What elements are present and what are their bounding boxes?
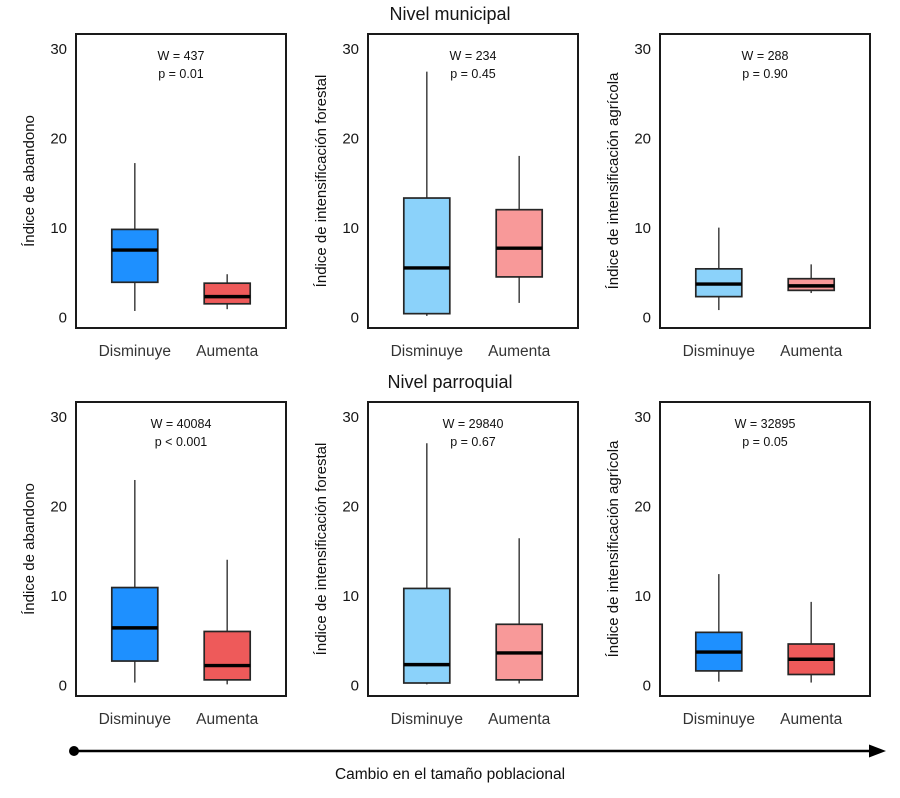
- y-tick-label: 20: [342, 130, 359, 147]
- y-axis-label: Índice de intensificación forestal: [313, 443, 330, 656]
- stats-p-value: p = 0.01: [158, 67, 204, 81]
- panel-municipal-forestal: Índice de intensificación forestal 0 10 20 3…: [313, 33, 579, 360]
- y-axis-label: Índice de intensificación agrícola: [605, 440, 622, 657]
- box-disminuye: [402, 587, 451, 684]
- box-disminuye: [402, 197, 451, 315]
- y-tick-label: 0: [351, 678, 359, 695]
- box-aumenta: [203, 630, 252, 681]
- box-aumenta: [203, 282, 252, 305]
- x-category-label-disminuye: Disminuye: [99, 343, 171, 360]
- y-tick-label: 10: [634, 220, 651, 237]
- y-tick-label: 30: [634, 41, 651, 58]
- x-category-label-aumenta: Aumenta: [780, 711, 842, 728]
- y-tick-label: 0: [59, 310, 67, 327]
- x-axis-arrow-svg: Cambio en el tamaño poblacional: [69, 744, 886, 783]
- panel-parroquial-abandono: Índice de abandono 0 10 20 30 W = 40084 p < 0.…: [21, 401, 287, 728]
- x-axis-title: Cambio en el tamaño poblacional: [335, 766, 565, 783]
- panel-row-municipal: Índice de abandono 0 10 20 30 W = 437 p = 0.01…: [0, 26, 900, 370]
- y-tick-label: 30: [342, 41, 359, 58]
- x-category-label-disminuye: Disminuye: [99, 711, 171, 728]
- x-axis-arrow-section: Cambio en el tamaño poblacional: [0, 740, 900, 793]
- panel-row-parroquial: Índice de abandono 0 10 20 30 W = 40084 p < 0.…: [0, 394, 900, 738]
- x-category-label-aumenta: Aumenta: [488, 343, 550, 360]
- x-category-label-aumenta: Aumenta: [488, 711, 550, 728]
- y-tick-label: 10: [342, 220, 359, 237]
- arrow-head-icon: [869, 744, 886, 758]
- y-axis-label: Índice de intensificación agrícola: [605, 72, 622, 289]
- stats-w-value: W = 234: [450, 49, 497, 63]
- y-tick-label: 20: [50, 498, 67, 515]
- y-tick-label: 0: [643, 310, 651, 327]
- y-tick-label: 30: [50, 41, 67, 58]
- box-disminuye: [110, 228, 159, 284]
- y-tick-label: 30: [50, 409, 67, 426]
- y-axis-label: Índice de intensificación forestal: [313, 75, 330, 288]
- stats-p-value: p = 0.05: [742, 435, 788, 449]
- y-tick-label: 0: [59, 678, 67, 695]
- y-tick-label: 10: [634, 588, 651, 605]
- x-category-label-disminuye: Disminuye: [683, 711, 755, 728]
- x-category-label-aumenta: Aumenta: [196, 711, 258, 728]
- stats-w-value: W = 29840: [443, 417, 504, 431]
- y-axis-label: Índice de abandono: [21, 483, 38, 615]
- y-tick-label: 30: [342, 409, 359, 426]
- y-tick-label: 10: [50, 588, 67, 605]
- y-tick-label: 0: [351, 310, 359, 327]
- y-axis-label: Índice de abandono: [21, 115, 38, 247]
- row-title-municipal: Nivel municipal: [389, 4, 511, 24]
- stats-p-value: p = 0.90: [742, 67, 788, 81]
- panel-parroquial-agricola: Índice de intensificación agrícola 0 10 20 3…: [605, 401, 871, 728]
- stats-w-value: W = 32895: [735, 417, 796, 431]
- y-tick-label: 20: [50, 130, 67, 147]
- x-category-label-aumenta: Aumenta: [780, 343, 842, 360]
- panel-municipal-agricola: Índice de intensificación agrícola 0 10 20 3…: [605, 33, 871, 360]
- y-tick-label: 10: [50, 220, 67, 237]
- x-category-label-disminuye: Disminuye: [391, 711, 463, 728]
- row-title-parroquial: Nivel parroquial: [387, 372, 513, 392]
- stats-p-value: p < 0.001: [155, 435, 208, 449]
- x-category-label-disminuye: Disminuye: [391, 343, 463, 360]
- panel-municipal-abandono: Índice de abandono 0 10 20 30 W = 437 p = 0.01…: [21, 33, 287, 360]
- y-tick-label: 0: [643, 678, 651, 695]
- box-aumenta: [495, 208, 544, 278]
- y-tick-label: 20: [634, 130, 651, 147]
- x-category-label-disminuye: Disminuye: [683, 343, 755, 360]
- y-tick-label: 10: [342, 588, 359, 605]
- stats-w-value: W = 40084: [151, 417, 212, 431]
- y-tick-label: 30: [634, 409, 651, 426]
- panel-parroquial-forestal: Índice de intensificación forestal 0 10 20 3…: [313, 401, 579, 728]
- row-parroquial: Nivel parroquial Índice de abandono 0 10 20…: [0, 370, 900, 738]
- x-category-label-aumenta: Aumenta: [196, 343, 258, 360]
- stats-w-value: W = 437: [158, 49, 205, 63]
- box-disminuye: [110, 586, 159, 662]
- stats-p-value: p = 0.45: [450, 67, 496, 81]
- stats-p-value: p = 0.67: [450, 435, 496, 449]
- y-tick-label: 20: [342, 498, 359, 515]
- stats-w-value: W = 288: [742, 49, 789, 63]
- row-municipal: Nivel municipal Índice de abandono 0 10 20 3…: [0, 2, 900, 370]
- y-tick-label: 20: [634, 498, 651, 515]
